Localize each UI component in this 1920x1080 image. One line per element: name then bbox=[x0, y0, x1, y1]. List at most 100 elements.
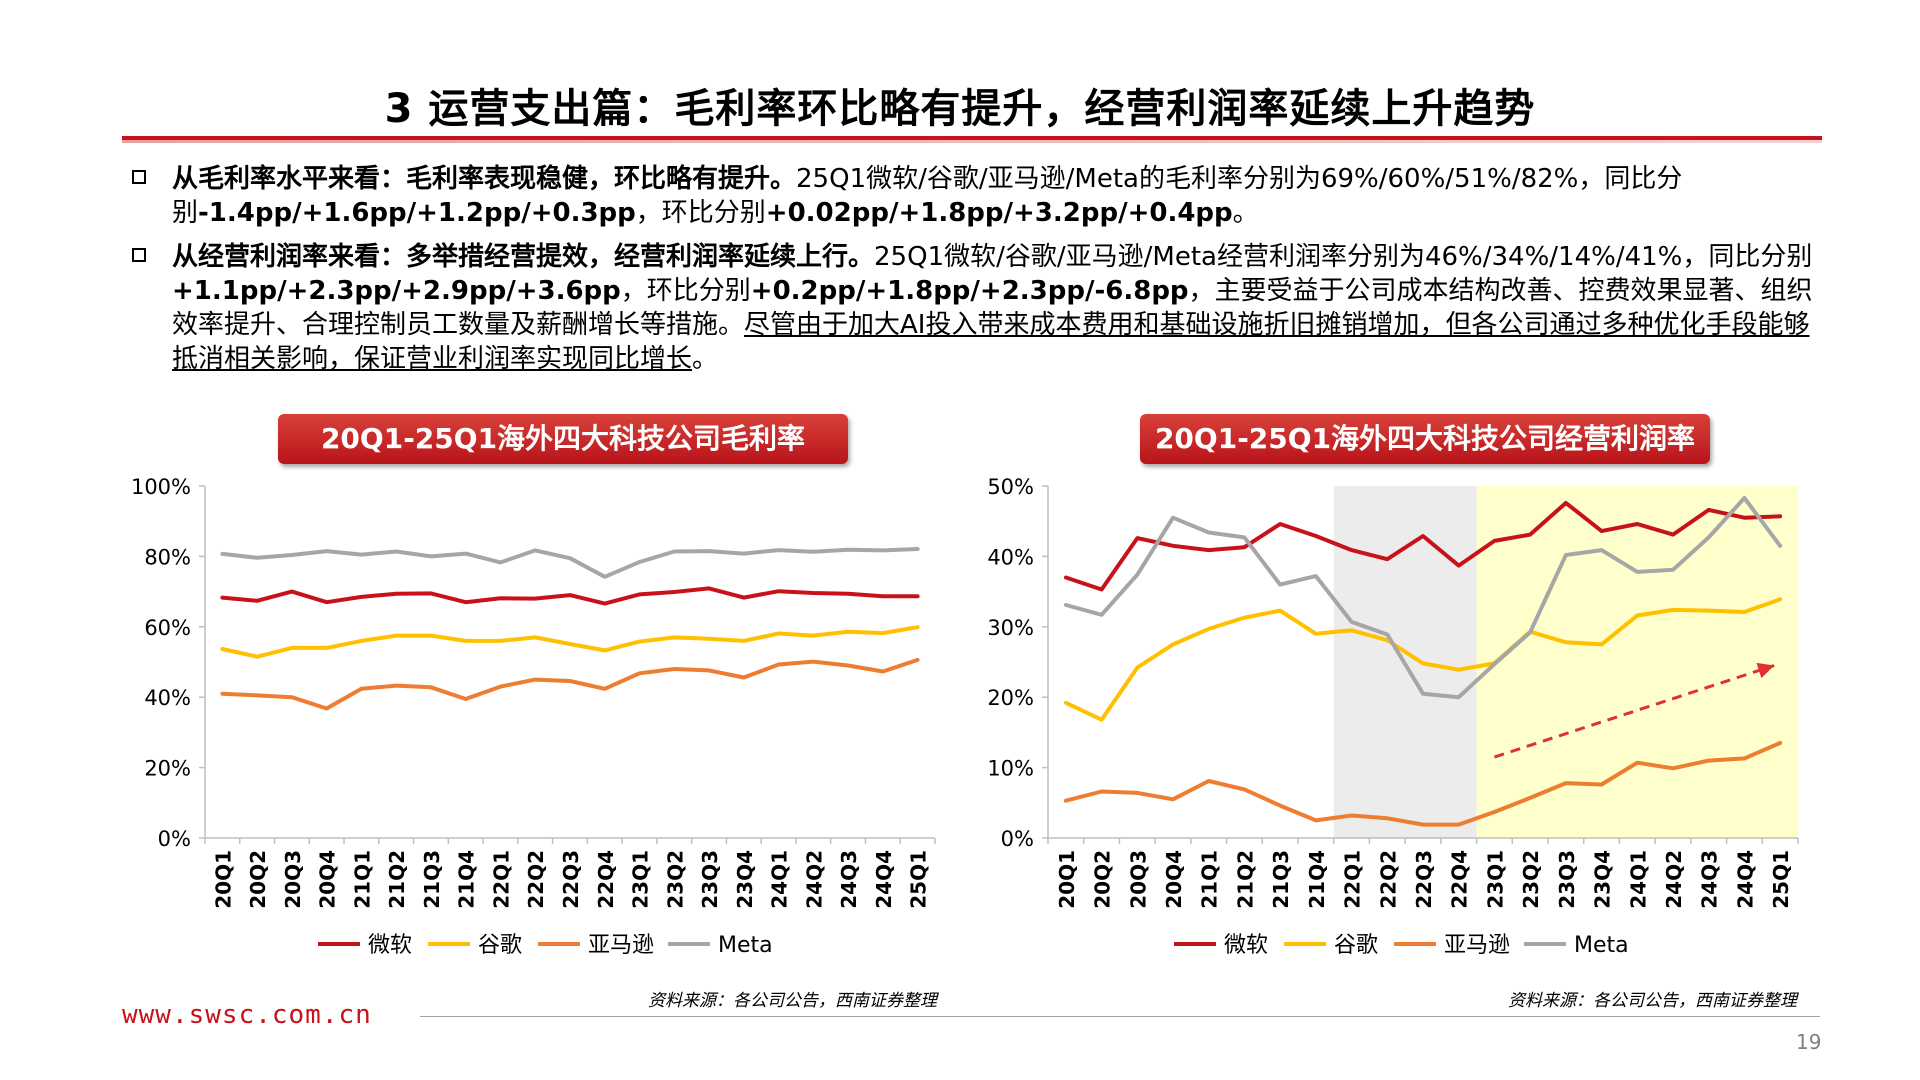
bullet-text: 。 bbox=[1232, 198, 1259, 228]
x-tick-label: 21Q1 bbox=[1198, 850, 1222, 909]
x-tick-label: 21Q4 bbox=[1305, 850, 1329, 909]
bullet-gross-margin: 从毛利率水平来看：毛利率表现稳健，环比略有提升。25Q1微软/谷歌/亚马逊/Me… bbox=[130, 162, 1820, 230]
y-tick-label: 40% bbox=[987, 545, 1034, 569]
bullet-operating-margin: 从经营利润率来看：多举措经营提效，经营利润率延续上行。25Q1微软/谷歌/亚马逊… bbox=[130, 240, 1820, 376]
x-tick-label: 24Q3 bbox=[1698, 850, 1722, 909]
x-tick-label: 25Q1 bbox=[1769, 850, 1793, 909]
x-tick-label: 23Q3 bbox=[698, 850, 722, 909]
x-tick-label: 22Q4 bbox=[594, 850, 618, 909]
bullet-text: 25Q1微软/谷歌/亚马逊/Meta经营利润率分别为46%/34%/14%/41… bbox=[874, 242, 1813, 272]
x-tick-label: 20Q2 bbox=[1091, 850, 1115, 909]
bullet-lead: 从毛利率水平来看：毛利率表现稳健，环比略有提升。 bbox=[172, 164, 797, 194]
bullet-text: ，环比分别 bbox=[635, 198, 766, 228]
checkbox-bullet-icon bbox=[132, 170, 146, 184]
legend-label: 亚马逊 bbox=[1444, 933, 1510, 958]
legend-label: 谷歌 bbox=[478, 933, 522, 958]
x-tick-label: 22Q1 bbox=[1341, 850, 1365, 909]
x-tick-label: 23Q1 bbox=[629, 850, 653, 909]
shaded-period bbox=[1476, 486, 1798, 838]
chart-source-operating-margin: 资料来源：各公司公告，西南证券整理 bbox=[1508, 991, 1797, 1011]
page-title: 3 运营支出篇：毛利率环比略有提升，经营利润率延续上升趋势 bbox=[384, 86, 1536, 132]
chart-operating-margin: 0% 10% 20% 30% 40% 50% 20Q1 20Q2 20Q3 20Q4 21Q1 21Q… bbox=[987, 475, 1799, 958]
y-tick-label: 20% bbox=[987, 686, 1034, 710]
y-tick-label: 40% bbox=[144, 686, 191, 710]
x-tick-label: 24Q1 bbox=[768, 850, 792, 909]
series-line bbox=[1063, 496, 1783, 700]
y-tick-label: 10% bbox=[987, 757, 1034, 781]
x-tick-label: 21Q4 bbox=[455, 850, 479, 909]
footer-website-link[interactable]: www.swsc.com.cn bbox=[122, 1000, 372, 1030]
series-line bbox=[220, 586, 920, 606]
bullet-underlined-text: 尽管由于加大AI投入带来成本费用和基础设施折旧摊销增加，但各公司通过多种优化手段… bbox=[172, 310, 1810, 374]
x-tick-label: 21Q1 bbox=[350, 850, 374, 909]
y-tick-label: 20% bbox=[144, 757, 191, 781]
bullet-text: ，主要受益于公司成本结构改善、控费效果显著、组织效率提升、合理控制员工数量及薪酬… bbox=[172, 276, 1813, 340]
trend-arrow-head bbox=[1756, 662, 1775, 679]
series-line bbox=[220, 625, 920, 659]
x-tick-label: 24Q2 bbox=[802, 850, 826, 909]
bullet-qoq: +0.2pp/+1.8pp/+2.3pp/-6.8pp bbox=[750, 276, 1189, 306]
page-number: 19 bbox=[1796, 1030, 1822, 1054]
x-tick-label: 23Q2 bbox=[1519, 850, 1543, 909]
series-line bbox=[220, 657, 920, 711]
bullet-qoq: +0.02pp/+1.8pp/+3.2pp/+0.4pp bbox=[765, 198, 1233, 228]
x-tick-label: 20Q3 bbox=[281, 850, 305, 909]
series-line bbox=[1063, 500, 1783, 592]
x-tick-label: 23Q3 bbox=[1555, 850, 1579, 909]
series-line bbox=[220, 547, 920, 579]
x-tick-label: 23Q1 bbox=[1483, 850, 1507, 909]
x-tick-label: 22Q3 bbox=[1412, 850, 1436, 909]
title-divider bbox=[122, 136, 1822, 143]
chart-title-gross-margin: 20Q1-25Q1海外四大科技公司毛利率 bbox=[278, 414, 848, 464]
x-tick-label: 25Q1 bbox=[907, 850, 931, 909]
footer-divider bbox=[420, 1016, 1820, 1017]
x-tick-label: 20Q1 bbox=[1055, 850, 1079, 909]
bullet-yoy: +1.1pp/+2.3pp/+2.9pp/+3.6pp bbox=[172, 276, 621, 306]
x-tick-label: 20Q4 bbox=[316, 850, 340, 909]
bullet-text: 25Q1微软/谷歌/亚马逊/Meta的毛利率分别为69%/60%/51%/82%… bbox=[172, 164, 1683, 228]
trend-arrow-line bbox=[1493, 664, 1775, 759]
y-tick-label: 60% bbox=[144, 616, 191, 640]
bullet-yoy: -1.4pp/+1.6pp/+1.2pp/+0.3pp bbox=[198, 198, 636, 228]
legend-label: Meta bbox=[1574, 933, 1629, 958]
checkbox-bullet-icon bbox=[132, 248, 146, 262]
chart-gross-margin: 0% 20% 40% 60% 80% 100% 20Q1 20Q2 20Q3 20Q4 21Q1 21… bbox=[131, 475, 936, 958]
bullet-text: 。 bbox=[692, 344, 719, 374]
legend-label: Meta bbox=[718, 933, 773, 958]
x-tick-label: 21Q2 bbox=[1233, 850, 1257, 909]
series-line bbox=[1063, 741, 1783, 827]
y-tick-label: 50% bbox=[987, 475, 1034, 499]
x-tick-label: 24Q2 bbox=[1662, 850, 1686, 909]
x-tick-label: 20Q2 bbox=[246, 850, 270, 909]
bullet-text: ，环比分别 bbox=[620, 276, 751, 306]
series-line bbox=[1063, 597, 1783, 722]
x-tick-label: 23Q4 bbox=[733, 850, 757, 909]
x-tick-label: 22Q4 bbox=[1448, 850, 1472, 909]
y-tick-label: 0% bbox=[158, 827, 191, 851]
y-tick-label: 100% bbox=[131, 475, 191, 499]
y-tick-label: 80% bbox=[144, 545, 191, 569]
x-tick-label: 22Q1 bbox=[489, 850, 513, 909]
chart-source-gross-margin: 资料来源：各公司公告，西南证券整理 bbox=[648, 991, 937, 1011]
x-tick-label: 24Q4 bbox=[872, 850, 896, 909]
x-tick-label: 22Q2 bbox=[1376, 850, 1400, 909]
bullet-lead: 从经营利润率来看：多举措经营提效，经营利润率延续上行。 bbox=[172, 242, 875, 272]
y-tick-label: 30% bbox=[987, 616, 1034, 640]
chart-title-operating-margin: 20Q1-25Q1海外四大科技公司经营利润率 bbox=[1140, 414, 1710, 464]
x-tick-label: 23Q4 bbox=[1591, 850, 1615, 909]
x-tick-label: 21Q3 bbox=[420, 850, 444, 909]
legend-label: 亚马逊 bbox=[588, 933, 654, 958]
legend-label: 谷歌 bbox=[1334, 933, 1378, 958]
x-tick-label: 24Q4 bbox=[1733, 850, 1757, 909]
x-tick-label: 22Q2 bbox=[524, 850, 548, 909]
x-tick-label: 21Q3 bbox=[1269, 850, 1293, 909]
x-tick-label: 24Q3 bbox=[837, 850, 861, 909]
x-tick-label: 20Q3 bbox=[1126, 850, 1150, 909]
x-tick-label: 23Q2 bbox=[663, 850, 687, 909]
x-tick-label: 20Q1 bbox=[211, 850, 235, 909]
x-tick-label: 22Q3 bbox=[559, 850, 583, 909]
legend-label: 微软 bbox=[368, 933, 412, 958]
x-tick-label: 24Q1 bbox=[1626, 850, 1650, 909]
legend-label: 微软 bbox=[1224, 933, 1268, 958]
